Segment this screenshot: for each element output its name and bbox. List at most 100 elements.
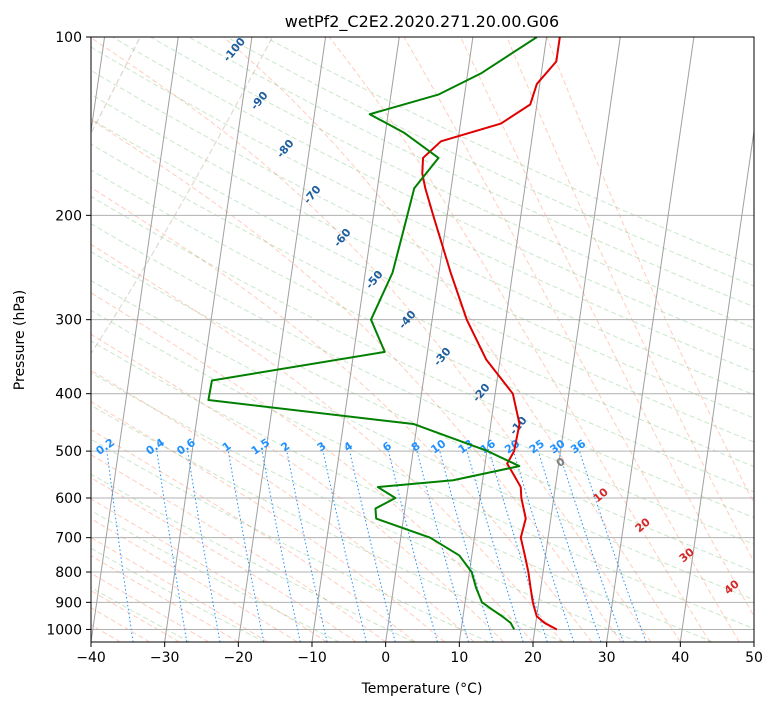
y-tick-label: 500 [55,444,82,460]
dry-adiabat [91,309,754,630]
y-tick-label: 400 [55,387,82,403]
x-tick-label: −40 [76,650,106,666]
mixing-ratio-line [286,451,328,642]
moist-adiabat [403,37,740,642]
moist-adiabat-label: 20 [633,515,653,535]
dry-adiabat [91,586,191,642]
mixing-ratio-line [439,450,494,642]
dry-adiabat [91,473,415,642]
x-tick-label: 50 [745,650,763,666]
skewed-isotherms [91,37,754,642]
dry-adiabat [91,69,754,396]
mixing-ratio-label: 1 [220,439,234,454]
moist-adiabat-label: 0 [554,455,568,470]
x-tick-label: 40 [671,650,689,666]
mixing-ratio-line [416,450,469,642]
dry-adiabat [91,438,489,642]
moist-adiabats [91,37,754,642]
y-axis-ticks: 100 200 300 400 500 600 700 800 900 1000 [46,30,91,638]
dry-adiabat [91,547,265,642]
y-tick-label: 1000 [46,622,82,638]
mixing-ratio-line [322,450,367,642]
moist-adiabat [91,518,298,642]
y-tick-label: 100 [55,30,82,46]
mixing-ratio-label: 3 [315,439,329,454]
dry-adiabat [91,251,754,573]
mixing-ratio-line [537,450,602,642]
dry-adiabat-label: -30 [431,345,454,369]
mixing-ratio-label: 6 [380,439,394,454]
isotherm [458,37,548,642]
mixing-ratio-label: 0.2 [94,436,117,458]
isotherm [237,37,327,642]
dry-adiabat [91,143,754,468]
isotherm [91,37,179,642]
mixing-ratio-line [261,451,301,642]
mixing-ratio-line [349,450,396,642]
isotherm [385,37,474,642]
dry-adiabat [91,280,754,601]
x-tick-label: 20 [524,650,542,666]
mixing-ratio-label: 4 [341,439,355,454]
moist-adiabat [91,243,563,642]
x-axis-ticks: −40 −30 −20 −10 0 10 20 30 40 50 [76,642,763,666]
mixing-ratio-line [187,451,221,642]
isotherm [164,37,253,642]
mixing-ratio-label: 8 [409,439,423,454]
dry-adiabat-label: -90 [248,89,271,113]
mixing-ratio-line [578,450,647,642]
moist-adiabat-label: 10 [591,485,611,505]
moist-adiabat [91,429,416,642]
moist-adiabat [91,454,386,642]
moist-adiabat [91,555,239,642]
moist-adiabat [91,369,475,642]
x-tick-label: 0 [381,650,390,666]
moist-adiabat [91,292,534,642]
plot-frame [90,36,755,643]
moist-adiabat [91,536,269,642]
moist-adiabat [91,401,445,642]
dewpoint-line [207,37,538,630]
moist-adiabat [222,37,681,642]
moist-adiabat [506,37,754,563]
dry-adiabat-label: -40 [396,308,419,332]
y-tick-label: 700 [55,531,82,547]
mixing-ratio-label: 2 [279,439,293,454]
moist-adiabat [91,572,210,642]
moist-adiabat [546,37,754,505]
mixing-ratio-label: 25 [527,437,547,456]
mixing-ratio-label: 36 [568,437,588,457]
profile-lines [207,37,561,631]
moist-adiabat [91,186,593,642]
dry-adiabat-label: -100 [220,35,248,65]
mixing-ratio-line [106,451,134,642]
dry-adiabat [91,223,754,545]
mixing-ratio-line [227,451,265,642]
dry-adiabat [264,37,754,267]
dry-adiabat-label: -60 [331,226,354,250]
moist-adiabat [91,37,652,642]
dry-adiabat [91,118,754,443]
dry-adiabats [91,37,754,642]
moist-adiabat [91,498,328,642]
moist-adiabat [91,590,180,642]
isotherm [753,638,754,642]
dry-adiabat-label: -80 [274,137,297,161]
moist-adiabat [91,333,504,642]
x-tick-label: −10 [297,650,327,666]
dry-adiabat [91,340,713,642]
x-tick-label: 30 [598,650,616,666]
y-axis-label: Pressure (hPa) [12,290,28,390]
mixing-ratio-line [156,451,188,642]
isotherm [532,37,621,642]
mixing-ratio-line [388,450,438,642]
mixing-ratio-lines [106,450,647,642]
y-tick-label: 200 [55,208,82,224]
dry-adiabat-label: -20 [470,381,493,405]
dry-adiabat [91,46,754,373]
moist-adiabat [460,37,754,618]
mixing-ratio-label: 10 [428,437,448,457]
mixing-ratio-line [466,450,524,642]
x-tick-label: −30 [150,650,180,666]
